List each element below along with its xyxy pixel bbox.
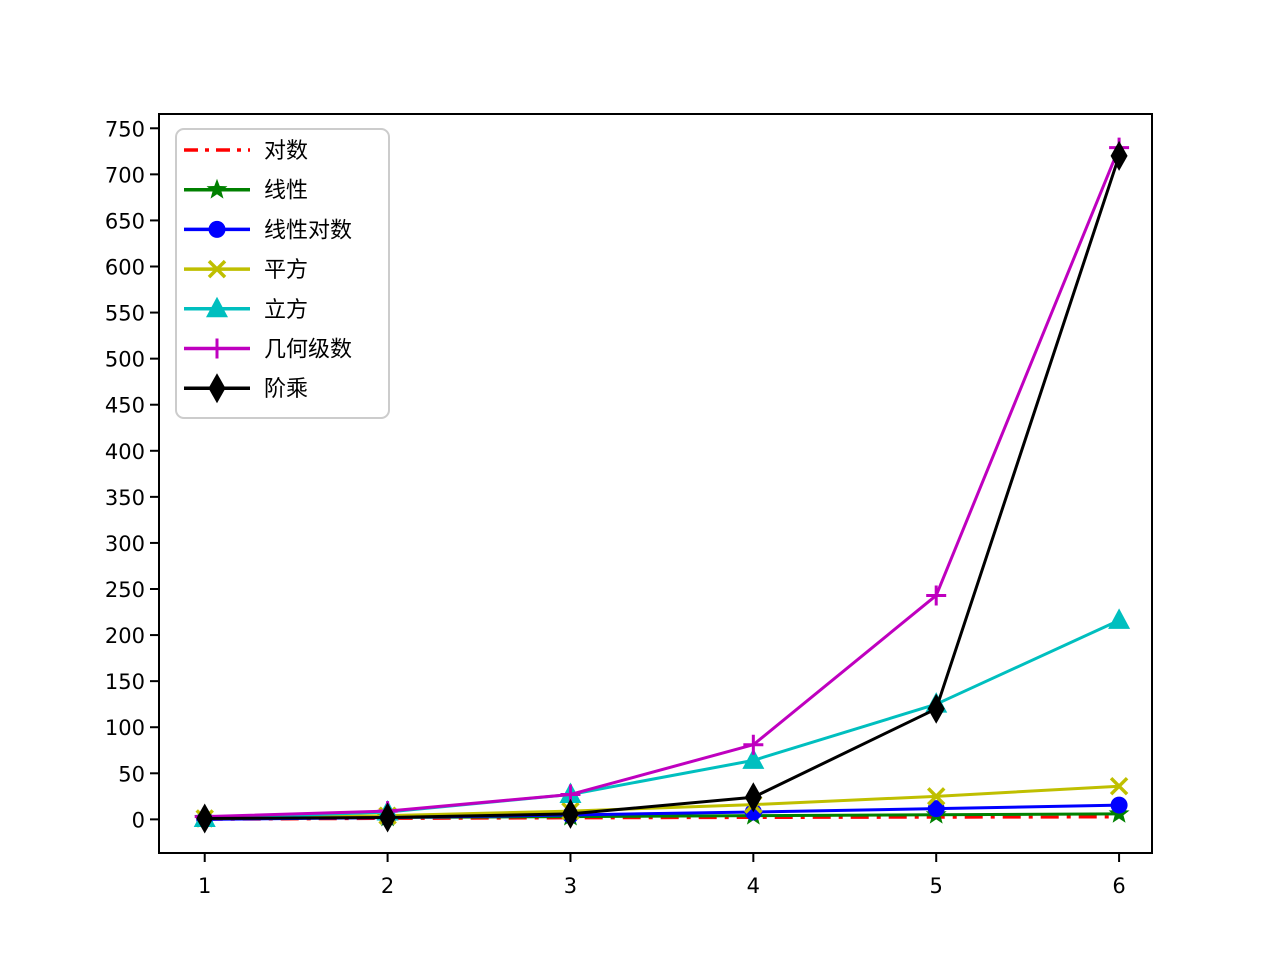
y-tick-label: 700 <box>105 163 145 187</box>
y-tick-label: 650 <box>105 209 145 233</box>
y-tick-label: 50 <box>118 762 145 786</box>
y-tick-label: 100 <box>105 716 145 740</box>
marker-thin-diamond <box>379 802 397 833</box>
legend-label: 几何级数 <box>264 338 352 363</box>
marker-circle <box>208 220 226 238</box>
legend-entry-线性对数: 线性对数 <box>184 218 352 243</box>
y-tick-label: 400 <box>105 440 145 464</box>
legend-label: 平方 <box>264 258 308 283</box>
axes-frame <box>158 113 1153 854</box>
marker-x <box>926 787 946 806</box>
series-lines <box>193 137 1131 834</box>
legend-entry-线性: 线性 <box>184 178 308 204</box>
y-tick-label: 500 <box>105 348 145 372</box>
legend-box <box>175 128 390 419</box>
marker-plus <box>207 338 227 359</box>
marker-star <box>206 178 228 199</box>
marker-circle <box>1110 796 1128 814</box>
y-tick-label: 550 <box>105 302 145 326</box>
marker-thin-diamond <box>561 798 579 829</box>
y-tick-label: 750 <box>105 117 145 141</box>
marker-triangle-up <box>1108 608 1131 629</box>
legend-entry-平方: 平方 <box>184 258 308 283</box>
y-tick-label: 200 <box>105 624 145 648</box>
legend-label: 阶乘 <box>264 377 308 402</box>
x-tick-label: 5 <box>930 874 943 898</box>
series-line <box>204 155 1121 820</box>
legend-entry-对数: 对数 <box>184 139 308 164</box>
legend-entry-几何级数: 几何级数 <box>184 338 352 363</box>
series-阶乘 <box>196 140 1128 834</box>
legend-label: 立方 <box>264 298 308 323</box>
marker-plus <box>743 734 764 755</box>
legend-label: 线性对数 <box>264 218 352 243</box>
legend-entry-立方: 立方 <box>184 296 308 323</box>
marker-circle <box>927 800 945 818</box>
legend-entry-阶乘: 阶乘 <box>184 373 308 404</box>
legend-label: 对数 <box>264 139 308 164</box>
y-tick-label: 150 <box>105 670 145 694</box>
marker-thin-diamond <box>196 803 214 834</box>
x-tick-label: 1 <box>198 874 211 898</box>
marker-triangle-up <box>206 296 228 318</box>
x-tick-label: 4 <box>747 874 760 898</box>
y-tick-label: 450 <box>105 394 145 418</box>
marker-x <box>1109 776 1129 796</box>
y-tick-label: 250 <box>105 578 145 602</box>
legend-label: 线性 <box>264 179 308 204</box>
marker-x <box>207 259 227 279</box>
marker-thin-diamond <box>208 373 226 404</box>
x-tick-label: 2 <box>381 874 394 898</box>
y-tick-label: 300 <box>105 532 145 556</box>
series-line <box>204 618 1120 820</box>
marker-thin-diamond <box>1110 140 1128 171</box>
y-tick-label: 350 <box>105 486 145 510</box>
marker-plus <box>926 585 947 606</box>
series-line <box>204 784 1120 820</box>
x-tick-label: 6 <box>1112 874 1125 898</box>
axes: 1 2 3 4 5 6 0 50 100 150 200 250 300 350 400 450 500 550 6… <box>105 113 1153 898</box>
y-tick-label: 600 <box>105 255 145 279</box>
x-tick-label: 3 <box>564 874 577 898</box>
marker-thin-diamond <box>744 782 762 813</box>
marker-triangle-up <box>742 748 765 769</box>
series-line <box>204 147 1121 819</box>
y-tick-label: 0 <box>132 808 145 832</box>
marker-thin-diamond <box>927 693 945 724</box>
